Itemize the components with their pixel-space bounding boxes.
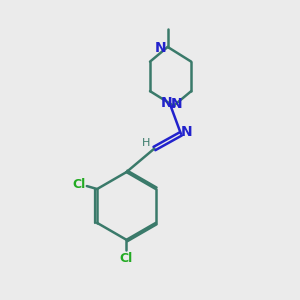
Text: H: H [142, 138, 150, 148]
Text: Cl: Cl [73, 178, 86, 191]
Text: N: N [160, 97, 172, 110]
Text: Cl: Cl [120, 252, 133, 266]
Text: N: N [154, 41, 166, 56]
Text: N: N [180, 125, 192, 139]
Text: N: N [171, 98, 182, 111]
